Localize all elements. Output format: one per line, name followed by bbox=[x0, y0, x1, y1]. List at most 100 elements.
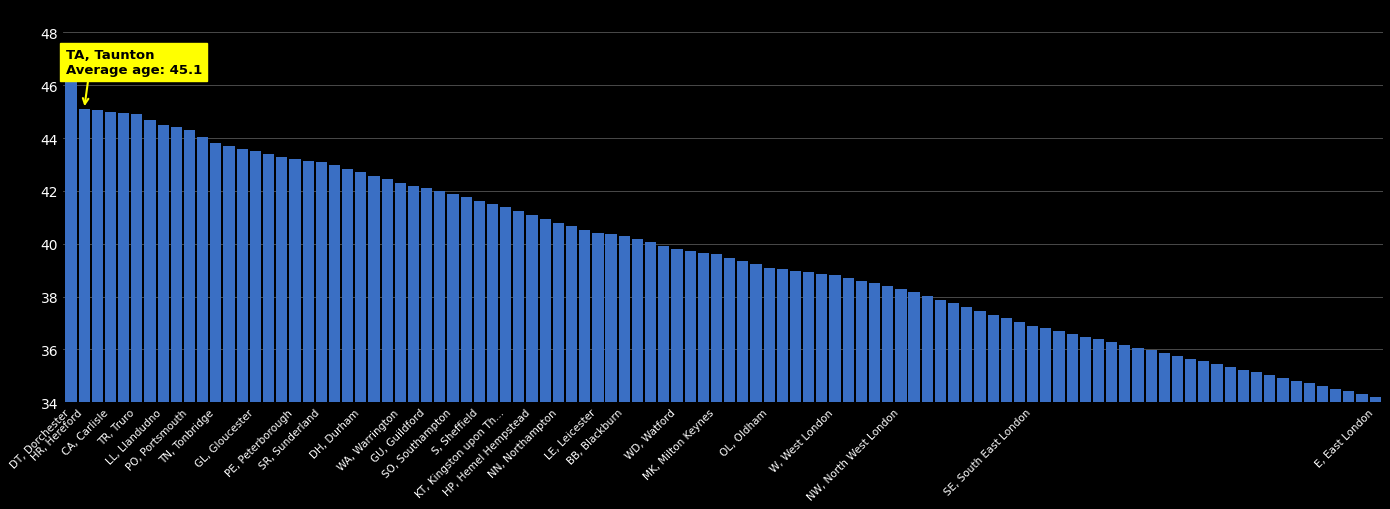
Bar bbox=[763, 268, 774, 403]
Bar bbox=[830, 276, 841, 403]
Bar bbox=[592, 234, 603, 403]
Bar bbox=[1264, 375, 1276, 403]
Bar bbox=[316, 162, 327, 403]
Bar bbox=[935, 300, 947, 403]
Bar bbox=[197, 137, 208, 403]
Bar bbox=[698, 253, 709, 403]
Bar bbox=[1238, 370, 1250, 403]
Bar bbox=[909, 293, 920, 403]
Bar bbox=[381, 180, 393, 403]
Bar bbox=[1001, 319, 1012, 403]
Bar bbox=[65, 49, 76, 403]
Bar bbox=[1198, 361, 1209, 403]
Bar bbox=[1133, 348, 1144, 403]
Bar bbox=[1027, 326, 1038, 403]
Bar bbox=[289, 160, 300, 403]
Bar bbox=[1186, 359, 1197, 403]
Bar bbox=[1013, 322, 1024, 403]
Bar bbox=[790, 271, 801, 403]
Bar bbox=[500, 207, 512, 403]
Bar bbox=[263, 155, 274, 403]
Bar bbox=[356, 173, 367, 403]
Bar bbox=[539, 219, 550, 403]
Bar bbox=[606, 235, 617, 403]
Bar bbox=[1119, 345, 1130, 403]
Bar bbox=[580, 230, 591, 403]
Bar bbox=[619, 236, 630, 403]
Bar bbox=[448, 194, 459, 403]
Bar bbox=[1066, 334, 1077, 403]
Bar bbox=[1145, 351, 1156, 403]
Bar bbox=[118, 114, 129, 403]
Bar bbox=[303, 161, 314, 403]
Bar bbox=[145, 120, 156, 403]
Bar bbox=[1277, 378, 1289, 403]
Bar bbox=[856, 281, 867, 403]
Bar bbox=[737, 262, 748, 403]
Bar bbox=[236, 149, 247, 403]
Bar bbox=[1172, 356, 1183, 403]
Bar bbox=[684, 251, 696, 403]
Bar bbox=[960, 307, 973, 403]
Bar bbox=[1343, 392, 1354, 403]
Bar bbox=[816, 274, 827, 403]
Bar bbox=[527, 215, 538, 403]
Bar bbox=[1212, 364, 1223, 403]
Bar bbox=[1040, 329, 1051, 403]
Bar bbox=[1080, 337, 1091, 403]
Bar bbox=[92, 111, 103, 403]
Bar bbox=[659, 246, 670, 403]
Bar bbox=[632, 240, 644, 403]
Bar bbox=[1225, 367, 1236, 403]
Bar bbox=[368, 177, 379, 403]
Bar bbox=[948, 304, 959, 403]
Bar bbox=[842, 278, 853, 403]
Bar bbox=[1251, 373, 1262, 403]
Bar bbox=[777, 270, 788, 403]
Bar bbox=[329, 166, 341, 403]
Bar bbox=[1369, 397, 1380, 403]
Bar bbox=[407, 186, 420, 403]
Bar bbox=[1357, 394, 1368, 403]
Bar bbox=[895, 289, 906, 403]
Bar bbox=[710, 255, 721, 403]
Bar bbox=[1159, 353, 1170, 403]
Bar bbox=[883, 287, 894, 403]
Bar bbox=[277, 157, 288, 403]
Bar bbox=[1330, 389, 1341, 403]
Bar bbox=[869, 284, 880, 403]
Bar bbox=[1054, 331, 1065, 403]
Bar bbox=[645, 243, 656, 403]
Bar bbox=[131, 115, 142, 403]
Bar bbox=[724, 258, 735, 403]
Bar bbox=[1093, 340, 1104, 403]
Bar bbox=[553, 223, 564, 403]
Bar bbox=[460, 198, 471, 403]
Bar bbox=[1304, 383, 1315, 403]
Bar bbox=[1316, 386, 1327, 403]
Bar bbox=[104, 112, 117, 403]
Bar bbox=[671, 249, 682, 403]
Bar bbox=[974, 311, 986, 403]
Bar bbox=[1106, 343, 1118, 403]
Bar bbox=[171, 128, 182, 403]
Bar bbox=[250, 152, 261, 403]
Bar bbox=[987, 315, 999, 403]
Bar bbox=[922, 296, 933, 403]
Text: TA, Taunton
Average age: 45.1: TA, Taunton Average age: 45.1 bbox=[65, 49, 202, 77]
Bar bbox=[421, 189, 432, 403]
Bar bbox=[224, 147, 235, 403]
Bar bbox=[513, 211, 524, 403]
Bar bbox=[183, 131, 195, 403]
Bar bbox=[157, 126, 168, 403]
Bar bbox=[434, 191, 445, 403]
Bar bbox=[395, 184, 406, 403]
Bar bbox=[79, 110, 90, 403]
Bar bbox=[210, 144, 221, 403]
Bar bbox=[803, 273, 815, 403]
Bar bbox=[474, 202, 485, 403]
Bar bbox=[1290, 381, 1301, 403]
Bar bbox=[342, 169, 353, 403]
Bar bbox=[751, 265, 762, 403]
Bar bbox=[566, 227, 577, 403]
